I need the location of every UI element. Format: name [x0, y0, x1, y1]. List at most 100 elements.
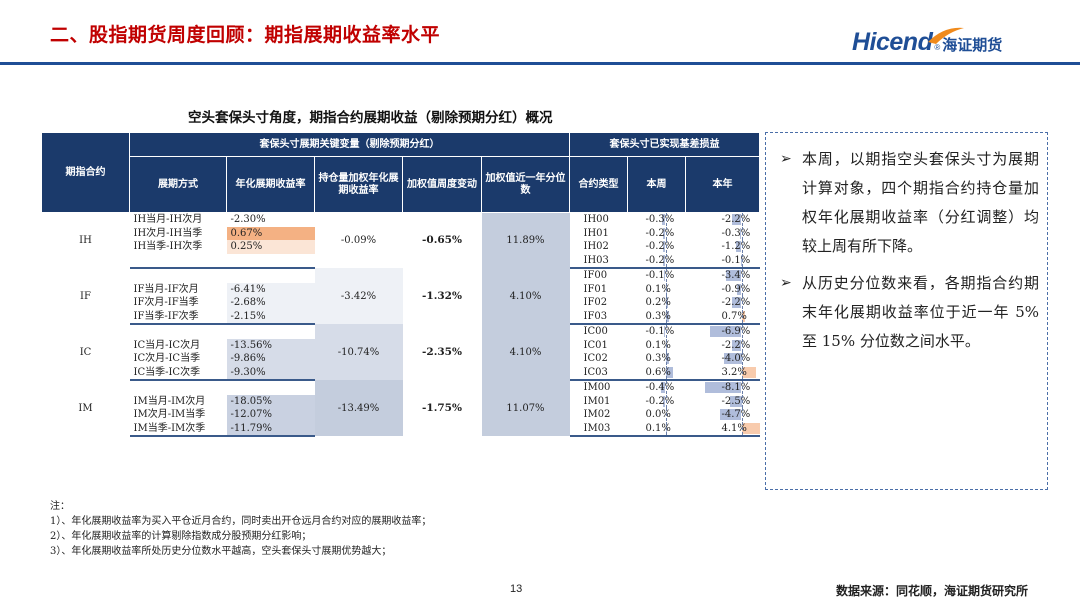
- cell-contract: IC: [79, 346, 92, 358]
- cell-roll-method: IM当月-IM次月: [133, 395, 206, 407]
- year-value: -3.4%: [721, 270, 751, 282]
- cell-contract-code: IF03: [569, 309, 628, 325]
- cell-annual-yield: -2.68%: [226, 296, 315, 310]
- cell-contract-code: IM02: [583, 409, 611, 421]
- table-row: IC当季-IC次季 -9.30% IC03 0.6% 3.2%: [42, 365, 760, 381]
- week-value: -0.4%: [645, 382, 675, 394]
- cell-this-week: 0.0%: [628, 408, 686, 422]
- cell-this-year: -2.5%: [686, 394, 760, 409]
- cell-weighted-yield: -3.42%: [314, 268, 403, 324]
- cell-weekly-change: -0.65%: [402, 212, 482, 268]
- footnote-1: 1）、年化展期收益率为买入平仓近月合约，同时卖出开仓远月合约对应的展期收益率；: [50, 516, 432, 527]
- header-contract-type: 合约类型: [569, 156, 628, 213]
- table-row: IF -3.42% -1.32% 4.10% IF00 -0.1% -3.4%: [42, 268, 760, 324]
- week-value: -0.2%: [645, 254, 675, 266]
- cell-percentile: 11.07%: [481, 380, 570, 436]
- table-row: IC次月-IC当季 -9.86% IC02 0.3% -4.0%: [42, 352, 760, 366]
- header-group-right: 套保头寸已实现基差损益: [568, 132, 761, 157]
- cell-annual-yield: 0.67%: [226, 226, 315, 240]
- cell-percentile: 11.89%: [481, 212, 570, 268]
- year-bar: [740, 227, 742, 239]
- cell-this-year: -6.9%: [686, 324, 760, 339]
- cell-contract-code: IF01: [583, 283, 608, 295]
- cell-annual-yield: [226, 324, 315, 339]
- week-value: 0.1%: [645, 283, 671, 295]
- cell-this-week: -0.2%: [628, 226, 686, 241]
- week-value: -0.1%: [645, 270, 675, 282]
- cell-annual-yield: -2.30%: [226, 212, 315, 227]
- cell-roll-method: IH次月-IH当季: [133, 227, 203, 239]
- cell-contract-code: IF02: [583, 297, 608, 309]
- year-value: 4.1%: [721, 422, 747, 434]
- cell-contract-code: IM00: [583, 382, 611, 394]
- week-bar: [661, 214, 666, 226]
- table-row: IH IH当月-IH次月 -2.30% -0.09% -0.65% 11.89% IH00 -…: [42, 212, 760, 268]
- cell-roll-method: IF当季-IF次季: [129, 309, 227, 325]
- cell-weighted-yield: -0.09%: [314, 212, 403, 268]
- week-value: -0.2%: [645, 395, 675, 407]
- cell-this-week: -0.1%: [628, 268, 686, 283]
- cell-percentile: 4.10%: [481, 268, 570, 324]
- week-bar: [664, 270, 666, 282]
- week-bar: [663, 241, 666, 253]
- cell-annual-yield: -9.86%: [226, 352, 315, 366]
- cell-contract-code: IH01: [583, 227, 609, 239]
- commentary-panel: ➢ 本周，以期指空头套保头寸为展期计算对象，四个期指合约持仓量加权年化展期收益率…: [765, 132, 1048, 490]
- cell-roll-method: IC当季-IC次季: [129, 365, 227, 381]
- year-bar: [720, 409, 742, 421]
- week-value: 0.3%: [645, 353, 671, 365]
- commentary-text-1: 本周，以期指空头套保头寸为展期计算对象，四个期指合约持仓量加权年化展期收益率（分…: [802, 150, 1039, 255]
- cell-annual-yield: -11.79%: [226, 421, 315, 437]
- cell-contract: IF: [80, 290, 91, 302]
- cell-this-year: -2.2%: [686, 213, 760, 227]
- logo-chinese-name: 海证期货: [942, 36, 1003, 54]
- cell-roll-method: [130, 324, 227, 339]
- week-value: -0.2%: [645, 227, 675, 239]
- cell-this-year: -3.4%: [686, 268, 760, 283]
- week-bar: [665, 353, 670, 365]
- year-bar: [731, 339, 742, 351]
- cell-this-year: 4.1%: [685, 421, 760, 437]
- cell-this-year: -2.2%: [686, 338, 760, 353]
- year-value: -2.2%: [721, 214, 751, 226]
- cell-this-week: -0.2%: [628, 240, 686, 254]
- arrow-bullet-icon: ➢: [780, 151, 792, 167]
- cell-weighted-yield: -13.49%: [314, 380, 403, 436]
- cell-roll-method: IH当月-IH次月: [133, 214, 203, 226]
- cell-this-week: 0.1%: [628, 338, 686, 353]
- table-row: IF当月-IF次月 -6.41% IF01 0.1% -0.9%: [42, 282, 760, 296]
- cell-contract-code: IC02: [583, 353, 608, 365]
- year-value: 0.7%: [721, 310, 747, 322]
- logo-registered-mark: ®: [934, 43, 941, 52]
- cell-this-year: -0.1%: [685, 253, 760, 269]
- cell-annual-yield: [226, 268, 315, 283]
- week-value: -0.1%: [645, 326, 675, 338]
- table-row: IM -13.49% -1.75% 11.07% IM00 -0.4% -8.1%: [42, 380, 760, 436]
- year-bar: [723, 353, 742, 365]
- header-weekly-change: 加权值周度变动: [402, 156, 482, 213]
- year-value: 3.2%: [721, 366, 747, 378]
- cell-this-week: 0.3%: [628, 352, 686, 366]
- cell-contract: IH: [79, 235, 92, 246]
- year-value: -4.7%: [721, 409, 751, 421]
- cell-this-year: -0.3%: [686, 226, 760, 241]
- cell-this-year: -8.1%: [686, 380, 760, 395]
- cell-this-week: -0.2%: [627, 253, 686, 269]
- company-logo: Hicend ® 海证期货: [852, 28, 1002, 57]
- cell-roll-method: IH当季-IH次季: [133, 241, 203, 253]
- arrow-bullet-icon: ➢: [780, 275, 792, 291]
- year-bar: [737, 283, 742, 295]
- year-bar: [731, 214, 742, 226]
- cell-roll-method: IM当季-IM次季: [129, 421, 227, 437]
- table-caption: 空头套保头寸角度，期指合约展期收益（剔除预期分红）概况: [188, 110, 553, 126]
- table-row: IC当月-IC次月 -13.56% IC01 0.1% -2.2%: [42, 338, 760, 353]
- year-value: -8.1%: [721, 382, 751, 394]
- year-value: -2.2%: [721, 339, 751, 351]
- cell-roll-method: [130, 380, 227, 395]
- week-value: -0.2%: [645, 241, 675, 253]
- week-bar: [663, 395, 666, 407]
- table-row: IC -10.74% -2.35% 4.10% IC00 -0.1% -6.9%: [42, 324, 760, 380]
- cell-roll-method: IF当月-IF次月: [133, 283, 199, 295]
- footnote-2: 2）、年化展期收益率的计算剔除指数成分股预期分红影响；: [50, 531, 312, 542]
- week-bar: [663, 227, 666, 239]
